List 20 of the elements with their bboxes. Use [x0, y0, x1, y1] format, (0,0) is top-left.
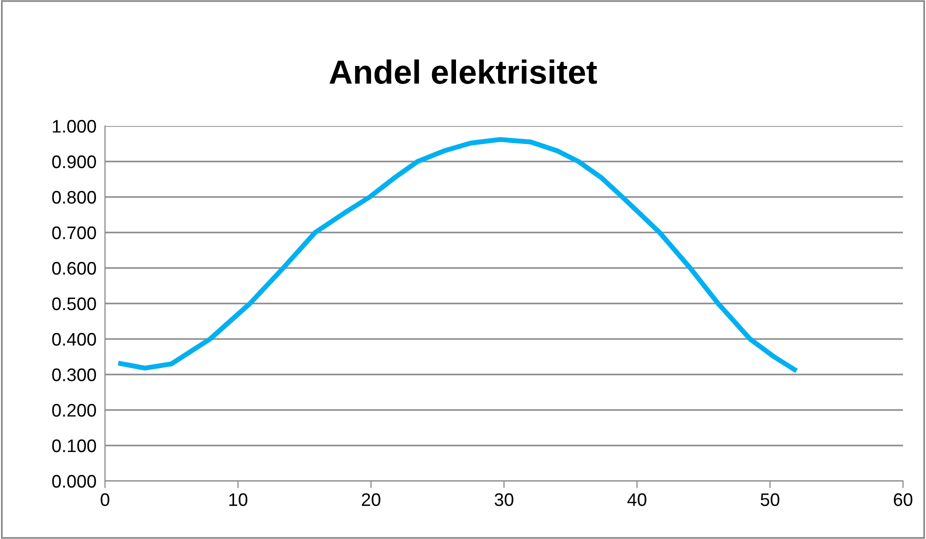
y-tick-label: 0.800	[52, 190, 96, 204]
y-tick-label: 0.400	[52, 332, 96, 346]
y-tick-label: 0.100	[52, 439, 96, 452]
x-tick-label: 40	[627, 493, 646, 506]
y-tick-label: 0.300	[52, 368, 96, 382]
x-tick-label: 50	[760, 493, 780, 506]
chart-title: Andel elektrisitet	[330, 59, 597, 84]
y-tick-label: 0.600	[52, 262, 96, 275]
x-tick-label: 0	[100, 493, 110, 506]
x-tick-label: 30	[494, 493, 514, 506]
line-series	[116, 137, 800, 374]
x-tick-label: 60	[894, 493, 912, 506]
x-tick-label: 20	[362, 493, 380, 506]
y-tick-label: 0.200	[52, 404, 96, 417]
y-tick-label: 0.900	[52, 155, 96, 168]
x-tick-label: 10	[229, 493, 248, 506]
y-tick-label: 1.000	[52, 120, 96, 133]
y-tick-label: 0.700	[52, 226, 96, 240]
y-tick-label: 0.000	[52, 474, 96, 488]
y-tick-label: 0.500	[52, 297, 96, 310]
